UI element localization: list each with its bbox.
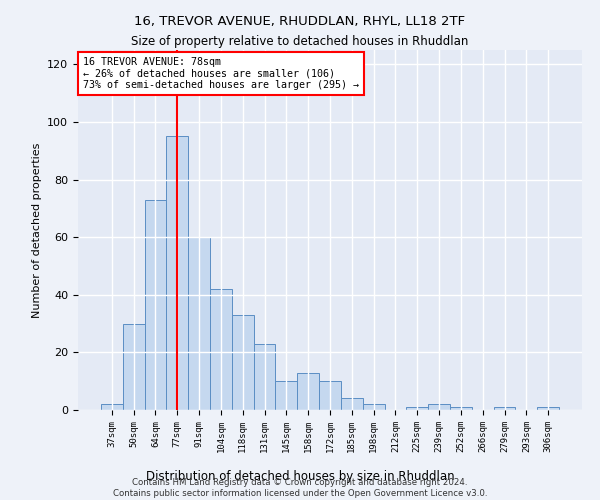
Bar: [450, 407, 472, 410]
Text: Contains HM Land Registry data © Crown copyright and database right 2024.
Contai: Contains HM Land Registry data © Crown c…: [113, 478, 487, 498]
Text: Size of property relative to detached houses in Rhuddlan: Size of property relative to detached ho…: [131, 35, 469, 48]
Bar: [406, 407, 428, 410]
Bar: [537, 407, 559, 410]
Bar: [232, 315, 254, 410]
Bar: [254, 344, 275, 410]
Text: 16, TREVOR AVENUE, RHUDDLAN, RHYL, LL18 2TF: 16, TREVOR AVENUE, RHUDDLAN, RHYL, LL18 …: [134, 15, 466, 28]
Bar: [275, 381, 297, 410]
Bar: [428, 404, 450, 410]
Text: Distribution of detached houses by size in Rhuddlan: Distribution of detached houses by size …: [146, 470, 454, 483]
Bar: [319, 381, 341, 410]
Bar: [101, 404, 123, 410]
Bar: [166, 136, 188, 410]
Bar: [341, 398, 363, 410]
Bar: [188, 237, 210, 410]
Bar: [297, 372, 319, 410]
Text: 16 TREVOR AVENUE: 78sqm
← 26% of detached houses are smaller (106)
73% of semi-d: 16 TREVOR AVENUE: 78sqm ← 26% of detache…: [83, 57, 359, 90]
Bar: [210, 289, 232, 410]
Bar: [363, 404, 385, 410]
Bar: [494, 407, 515, 410]
Bar: [145, 200, 166, 410]
Bar: [123, 324, 145, 410]
Y-axis label: Number of detached properties: Number of detached properties: [32, 142, 41, 318]
